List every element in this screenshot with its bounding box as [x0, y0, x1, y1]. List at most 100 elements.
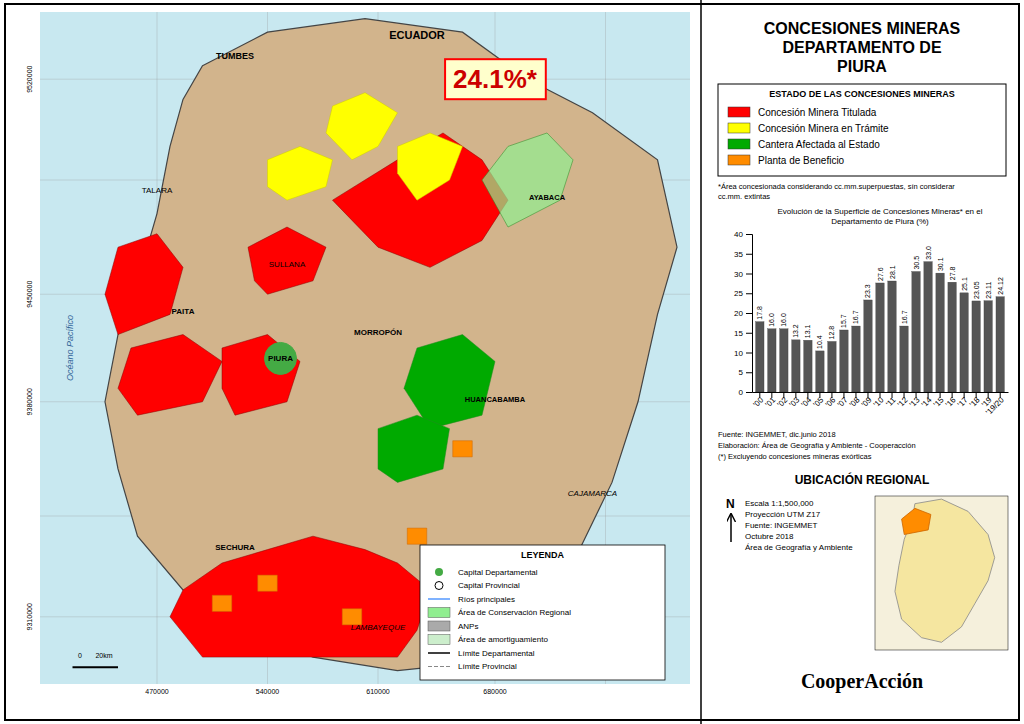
text-line: Evolución de la Superficie de Concesione…: [777, 207, 982, 216]
map-label: AYABACA: [529, 193, 566, 202]
legend-title: ESTADO DE LAS CONCESIONES MINERAS: [769, 89, 954, 99]
x-tick: '02: [776, 392, 790, 409]
y-tick-mark: [746, 392, 752, 393]
data-label: 33.0: [925, 246, 932, 260]
y-tick-label: 35: [734, 250, 743, 259]
quarry-area: [378, 415, 450, 482]
text-line: (*) Excluyendo concesiones mineras exórt…: [718, 452, 872, 461]
y-tick-mark: [746, 333, 752, 334]
scale-bar: [73, 666, 119, 668]
data-label: 16.7: [852, 310, 859, 324]
y-tick: 15: [734, 329, 752, 338]
map-label: PAITA: [172, 307, 195, 316]
legend-title: LEYENDA: [521, 550, 565, 560]
legend-label: Límite Provincial: [458, 662, 517, 671]
scale-text: Escala 1:1,500,000Proyección UTM Z17Fuen…: [745, 499, 853, 552]
map-label: MORROPÓN: [354, 328, 402, 337]
legend-swatch: [728, 155, 750, 165]
concession-area: [118, 335, 222, 416]
x-tick: '03: [788, 392, 802, 409]
map-label: TUMBES: [216, 51, 254, 61]
percentage-box: 24.1%*: [445, 59, 546, 99]
text-line: cc.mm. extintas: [718, 192, 770, 201]
percentage-frame: [445, 59, 546, 99]
y-tick-label: 0: [739, 388, 744, 397]
coordinate-label: 680000: [483, 688, 506, 695]
panel-divider: [700, 0, 702, 724]
title: PIURA: [837, 58, 887, 75]
ocean: [40, 12, 690, 684]
source: Fuente: INGEMMET, dic.junio 2018Elaborac…: [718, 430, 916, 461]
coordinate-label: 9450000: [26, 281, 33, 308]
bar: [948, 282, 956, 392]
bar: [936, 273, 944, 392]
y-axis-line: [746, 235, 753, 393]
x-tick: '16: [944, 392, 958, 409]
y-tick-label: 20: [734, 309, 743, 318]
x-tick: '07: [836, 392, 850, 409]
bars: [756, 262, 1005, 392]
legend-label: Capital Provincial: [458, 581, 520, 590]
legend-swatch: [428, 635, 450, 645]
x-tick-label: '19/20: [984, 395, 1006, 417]
map-label: SECHURA: [215, 543, 255, 552]
coordinate-label: 610000: [366, 688, 389, 695]
bar: [912, 272, 920, 392]
legend-swatch: [428, 598, 450, 600]
legend-label: Concesión Minera Titulada: [758, 107, 877, 118]
y-tick-mark: [746, 313, 752, 314]
y-axis: 0510152025303540: [734, 230, 752, 397]
legend-swatch: [435, 568, 443, 576]
x-tick: '17: [956, 392, 970, 409]
map-label: LAMBAYEQUE: [351, 623, 406, 632]
bar: [900, 326, 908, 392]
concession-area: [105, 234, 183, 335]
bar: [804, 340, 812, 392]
bar: [960, 293, 968, 392]
y-tick-mark: [746, 372, 752, 373]
quarry-area: [404, 335, 495, 429]
data-label: 27.8: [949, 266, 956, 280]
map-graticule: [40, 12, 690, 684]
y-tick-mark: [746, 353, 752, 354]
legend-label: ANPs: [458, 622, 478, 631]
legend-label: Capital Departamental: [458, 568, 538, 577]
legend-frame: [718, 84, 1006, 176]
bar: [840, 330, 848, 392]
concession-legend: ESTADO DE LAS CONCESIONES MINERAS Concesi…: [718, 84, 1006, 176]
y-tick-label: 30: [734, 270, 743, 279]
y-tick-label: 10: [734, 349, 743, 358]
scale-label: 0 20km: [78, 652, 113, 659]
bar: [852, 326, 860, 392]
x-tick: '09: [860, 392, 874, 409]
coordinate-label: 540000: [256, 688, 279, 695]
bar: [864, 300, 872, 392]
x-axis: '00'01'02'03'04'05'06'07'08'09'10'11'12'…: [752, 392, 1009, 417]
title: CONCESIONES MINERAS: [764, 20, 961, 37]
data-label: 27.6: [877, 267, 884, 281]
legend-frame: [420, 545, 665, 680]
y-tick-label: 40: [734, 230, 743, 239]
data-label: 23.05: [973, 281, 980, 299]
x-tick: '14: [920, 392, 934, 409]
legend-label: Área de Conservación Regional: [458, 608, 571, 617]
text-line: Fuente: INGEMMET, dic.junio 2018: [718, 430, 836, 439]
bar: [972, 301, 980, 392]
data-label: 13.1: [804, 325, 811, 339]
plant-area: [258, 575, 278, 591]
north-arrow: [730, 514, 732, 542]
concession-area: [170, 536, 430, 657]
data-label: 13.2: [792, 324, 799, 338]
plant-area: [407, 528, 427, 544]
y-tick: 20: [734, 309, 752, 318]
data-label: 23.3: [864, 284, 871, 298]
text-line: Fuente: INGEMMET: [745, 521, 818, 530]
map: ECUADORTUMBESSULLANATALARAPAITAPIURASECH…: [26, 12, 690, 695]
coordinate-label: 470000: [145, 688, 168, 695]
legend-swatch: [728, 123, 750, 133]
legend-swatch: [435, 582, 443, 590]
infographic: ECUADORTUMBESSULLANATALARAPAITAPIURASECH…: [0, 0, 1024, 724]
y-tick: 0: [739, 388, 752, 397]
x-tick: '19/20: [984, 392, 1006, 417]
text-line: Departamento de Piura (%): [831, 217, 929, 226]
